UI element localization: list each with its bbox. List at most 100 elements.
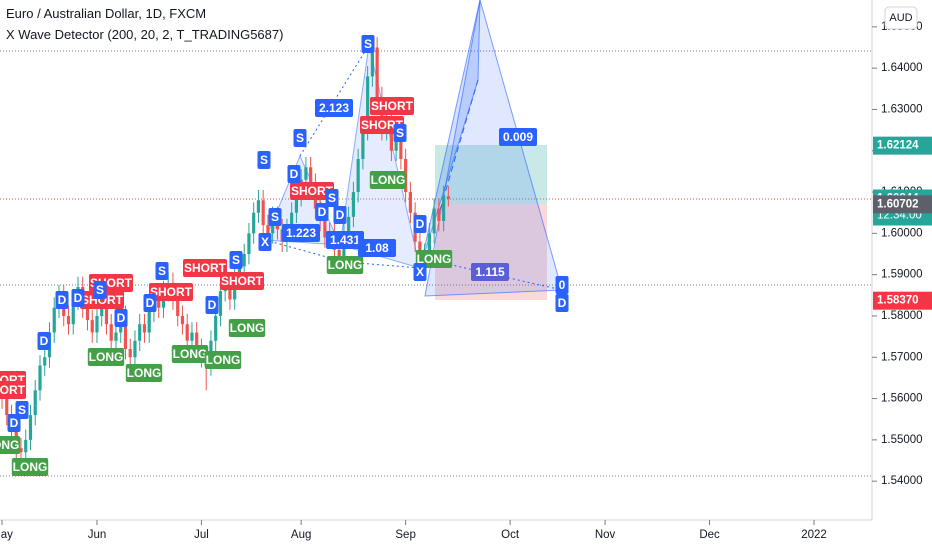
signal-badge (471, 263, 509, 281)
y-tick-label: 1.63000 (881, 103, 923, 115)
candle-body (432, 208, 436, 234)
signal-badge (229, 251, 243, 269)
signal-badge (55, 291, 69, 309)
target-zone (435, 145, 547, 204)
y-tick-label: 1.60000 (881, 227, 923, 239)
signal-text: LONG (127, 366, 162, 380)
signal-text: D (208, 298, 217, 312)
signal-badge (0, 436, 21, 454)
signal-text: D (58, 293, 67, 307)
candle-body (19, 448, 23, 453)
candle-body (337, 249, 341, 259)
signal-text: LONG (89, 350, 124, 364)
signal-badge (80, 291, 124, 309)
signal-badge (555, 294, 569, 312)
signal-badge (499, 128, 537, 146)
signal-badge (11, 458, 49, 476)
signal-badge (204, 351, 242, 369)
signal-text: LONG (173, 347, 208, 361)
price-badge-label: 1.58370 (877, 295, 919, 307)
x-tick-label: Dec (699, 529, 720, 541)
signal-text: SHORT (0, 383, 26, 397)
candle-body (5, 398, 9, 416)
x-tick-label: 2022 (801, 529, 827, 541)
candle-body (142, 324, 147, 333)
signal-badge (93, 281, 107, 299)
signal-labels: LONGLONGLONGLONGLONGLONGLONGLONGLONGLONG… (0, 35, 569, 476)
candle-body (394, 134, 398, 151)
signal-text: D (117, 311, 126, 325)
signal-text: LONG (13, 460, 48, 474)
signal-text: D (74, 291, 83, 305)
signal-text: D (336, 208, 345, 222)
signal-badge (155, 262, 169, 280)
candle-body (133, 340, 137, 358)
candle-body (309, 167, 313, 184)
signal-text: D (558, 296, 567, 310)
signal-badge (282, 224, 320, 242)
stop-zone (435, 204, 547, 300)
candle-body (214, 315, 218, 341)
candle-body (247, 233, 251, 255)
candle-body (437, 208, 441, 221)
signal-badge (290, 182, 334, 200)
currency-button[interactable] (884, 6, 918, 30)
candle-body (100, 303, 104, 316)
signal-badge (171, 345, 209, 363)
signal-badge (325, 189, 339, 207)
candle-body (261, 200, 265, 226)
y-tick-label: 1.56000 (881, 393, 923, 405)
signal-text: LONG (328, 258, 363, 272)
candle-body (370, 47, 374, 77)
candle-body (389, 117, 393, 151)
y-tick-label: 1.58000 (881, 310, 923, 322)
candle-body (442, 196, 446, 221)
candle-body (304, 167, 308, 180)
projection-triangle (419, 0, 481, 269)
candle-body (266, 225, 270, 234)
candle-body (408, 192, 412, 213)
candle-body (190, 332, 194, 341)
candle-body (361, 130, 365, 160)
signal-badge (268, 208, 282, 226)
signal-text: LONG (230, 321, 265, 335)
signal-badge (360, 116, 404, 134)
signal-text: S (18, 403, 26, 417)
signal-badge (326, 256, 364, 274)
signal-badge (258, 233, 272, 251)
candle-body (28, 415, 33, 440)
candle-body (323, 220, 327, 238)
candle-body (176, 299, 180, 316)
price-badge (873, 136, 932, 155)
candle-body (228, 282, 232, 300)
signal-text: S (158, 264, 166, 278)
price-badge (873, 291, 932, 310)
x-tick-label: Nov (595, 529, 616, 541)
candle-body (71, 299, 75, 325)
candle-body (114, 332, 118, 341)
candle-body (185, 324, 189, 341)
signal-badge (358, 239, 396, 257)
signal-badge (0, 381, 26, 399)
signal-badge (361, 35, 375, 53)
candle-body (347, 216, 351, 234)
signal-text: LONG (206, 353, 241, 367)
signal-badge (413, 215, 427, 233)
signal-badge (555, 276, 569, 294)
candle-body (427, 233, 431, 255)
x-tick-label: Jun (88, 529, 107, 541)
signal-badge (413, 263, 427, 281)
signal-badge (315, 99, 353, 117)
symbol-title: Euro / Australian Dollar, 1D, FXCM (6, 6, 206, 21)
y-tick-label: 1.55000 (881, 434, 923, 446)
candle-body (351, 192, 355, 217)
signal-text: SHORT (361, 118, 404, 132)
price-badge (873, 195, 932, 214)
signal-text: SHORT (371, 99, 414, 113)
signal-badge (287, 165, 301, 183)
signal-text: 1.223 (286, 226, 316, 240)
candle-body (294, 196, 299, 213)
signal-text: S (232, 253, 240, 267)
signal-badge (315, 203, 329, 221)
